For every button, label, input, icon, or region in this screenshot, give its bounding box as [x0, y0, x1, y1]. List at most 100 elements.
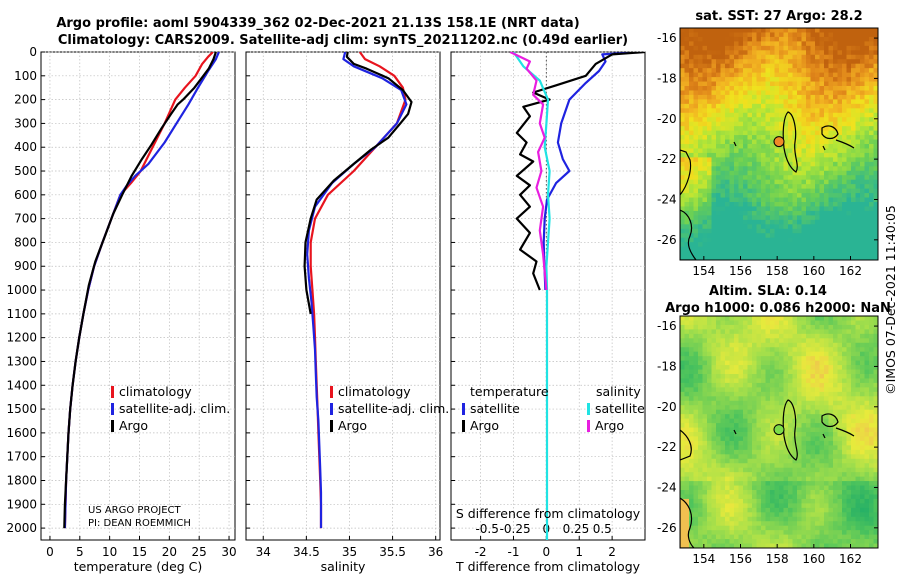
heatmap-cell	[788, 472, 794, 478]
heatmap-cell	[860, 463, 866, 469]
heatmap-cell	[842, 99, 848, 105]
heatmap-cell	[779, 219, 785, 225]
heatmap-cell	[864, 166, 870, 172]
heatmap-cell	[689, 28, 695, 34]
heatmap-cell	[873, 152, 878, 158]
heatmap-cell	[828, 369, 834, 375]
heatmap-cell	[684, 543, 690, 548]
heatmap-cell	[711, 77, 717, 83]
legend-s-argo-label: Argo	[595, 418, 624, 433]
heatmap-cell	[725, 498, 731, 504]
heatmap-cell	[788, 378, 794, 384]
heatmap-cell	[734, 197, 740, 203]
heatmap-cell	[824, 333, 830, 339]
heatmap-cell	[720, 179, 726, 185]
heatmap-cell	[815, 391, 821, 397]
heatmap-cell	[747, 157, 753, 163]
heatmap-cell	[797, 175, 803, 181]
heatmap-cell	[738, 197, 744, 203]
heatmap-cell	[725, 409, 731, 415]
heatmap-cell	[851, 512, 857, 518]
heatmap-cell	[774, 454, 780, 460]
heatmap-cell	[716, 530, 722, 536]
heatmap-cell	[761, 391, 767, 397]
heatmap-cell	[752, 121, 758, 127]
heatmap-cell	[779, 374, 785, 380]
heatmap-cell	[689, 530, 695, 536]
heatmap-cell	[869, 135, 875, 141]
heatmap-cell	[819, 316, 825, 322]
heatmap-cell	[851, 170, 857, 176]
heatmap-cell	[797, 521, 803, 527]
heatmap-cell	[711, 117, 717, 123]
heatmap-cell	[815, 481, 821, 487]
heatmap-cell	[824, 382, 830, 388]
heatmap-cell	[833, 351, 839, 357]
heatmap-cell	[716, 63, 722, 69]
heatmap-cell	[788, 28, 794, 34]
heatmap-cell	[788, 391, 794, 397]
heatmap-cell	[846, 440, 852, 446]
heatmap-cell	[837, 251, 843, 257]
heatmap-cell	[684, 63, 690, 69]
heatmap-cell	[765, 99, 771, 105]
heatmap-cell	[792, 219, 798, 225]
heatmap-cell	[824, 516, 830, 522]
heatmap-cell	[743, 503, 749, 509]
heatmap-cell	[770, 90, 776, 96]
heatmap-cell	[756, 86, 762, 92]
heatmap-cell	[747, 188, 753, 194]
heatmap-cell	[842, 152, 848, 158]
heatmap-cell	[680, 320, 686, 326]
heatmap-cell	[824, 202, 830, 208]
heatmap-cell	[680, 41, 686, 47]
heatmap-cell	[869, 365, 875, 371]
heatmap-cell	[702, 351, 708, 357]
heatmap-cell	[738, 237, 744, 243]
heatmap-cell	[815, 184, 821, 190]
series-line-argo	[63, 52, 217, 529]
heatmap-cell	[734, 237, 740, 243]
heatmap-cell	[797, 414, 803, 420]
heatmap-cell	[734, 400, 740, 406]
heatmap-cell	[864, 440, 870, 446]
heatmap-cell	[806, 400, 812, 406]
heatmap-cell	[761, 485, 767, 491]
heatmap-cell	[810, 351, 816, 357]
heatmap-cell	[851, 233, 857, 239]
heatmap-cell	[707, 157, 713, 163]
heatmap-cell	[806, 157, 812, 163]
heatmap-cell	[828, 338, 834, 344]
heatmap-cell	[860, 503, 866, 509]
heatmap-cell	[693, 68, 699, 74]
heatmap-cell	[734, 175, 740, 181]
heatmap-cell	[720, 338, 726, 344]
heatmap-cell	[842, 503, 848, 509]
heatmap-cell	[729, 103, 735, 109]
heatmap-cell	[828, 360, 834, 366]
heatmap-cell	[869, 94, 875, 100]
heatmap-cell	[833, 170, 839, 176]
heatmap-cell	[729, 242, 735, 248]
heatmap-cell	[864, 329, 870, 335]
heatmap-cell	[851, 476, 857, 482]
heatmap-cell	[806, 365, 812, 371]
heatmap-cell	[734, 210, 740, 216]
heatmap-cell	[684, 423, 690, 429]
heatmap-cell	[864, 90, 870, 96]
heatmap-cell	[707, 188, 713, 194]
heatmap-cell	[828, 41, 834, 47]
heatmap-cell	[756, 255, 762, 260]
heatmap-cell	[680, 414, 686, 420]
heatmap-cell	[752, 72, 758, 78]
heatmap-cell	[806, 126, 812, 132]
heatmap-cell	[698, 365, 704, 371]
heatmap-cell	[806, 41, 812, 47]
heatmap-cell	[774, 157, 780, 163]
heatmap-cell	[729, 503, 735, 509]
heatmap-cell	[837, 351, 843, 357]
heatmap-cell	[729, 409, 735, 415]
heatmap-cell	[842, 144, 848, 150]
heatmap-cell	[774, 498, 780, 504]
heatmap-cell	[837, 481, 843, 487]
